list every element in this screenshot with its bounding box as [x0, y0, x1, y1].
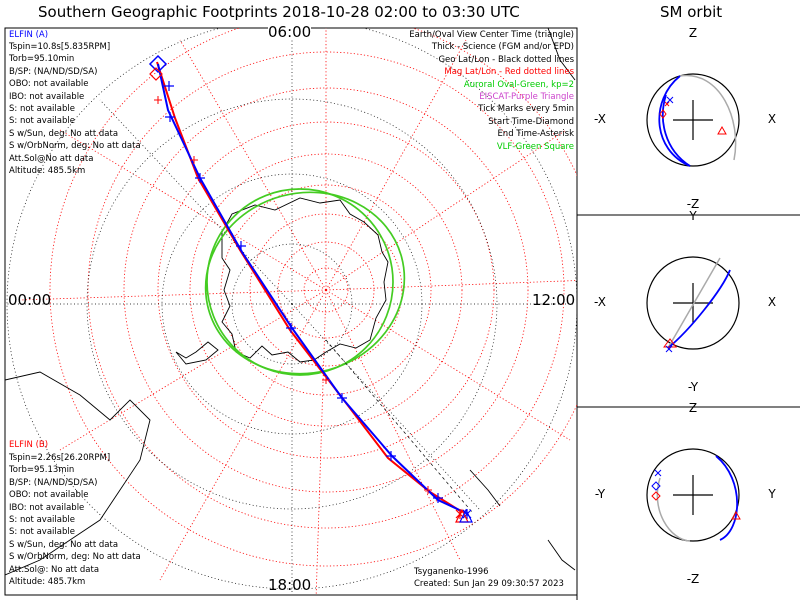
- legend-item: Auroral Oval-Green, kp=2: [463, 79, 574, 90]
- orbit-axis-bottom: -Y: [687, 380, 699, 394]
- plot-title: Southern Geographic Footprints 2018-10-2…: [38, 3, 520, 21]
- elfin-b-info-line: IBO: not available: [9, 502, 85, 513]
- orbit-axis-top: Y: [689, 209, 697, 223]
- legend-item: EISCAT-Purple Triangle: [479, 92, 574, 102]
- hour-label-left: 00:00: [8, 291, 52, 309]
- orbit-axis-right: X: [767, 112, 777, 126]
- orbit-axis-right: Y: [768, 487, 776, 501]
- elfin-a-info-line: S w/Sun, deg: No att data: [9, 128, 119, 139]
- elfin-b-info-line: Torb=95.13min: [9, 465, 75, 476]
- hour-label-right: 12:00: [532, 291, 576, 309]
- elfin-a-info-line: Torb=95.10min: [9, 54, 75, 65]
- orbit-title: SM orbit: [660, 3, 723, 21]
- auroral-oval-outer: [204, 191, 406, 375]
- elfin-b-info-line: Altitude: 485.7km: [9, 577, 86, 587]
- orbit-axis-left: -X: [594, 295, 606, 309]
- center-triangle-a: [459, 508, 473, 523]
- elfin-b-info-line: Tspin=2.26s[26.20RPM]: [9, 453, 111, 463]
- south-america-coastline: [5, 371, 151, 576]
- elfin-b-info-line: B/SP: (NA/ND/SD/SA): [9, 477, 98, 488]
- geo-grid: [5, 28, 577, 595]
- elfin-a-title: ELFIN (A): [9, 30, 49, 40]
- peninsula-coastline: [175, 341, 219, 365]
- elfin-a-info-line: S: not available: [9, 104, 75, 114]
- polar-map: [5, 28, 577, 595]
- orbit-panel-yz: [646, 448, 741, 542]
- legend-item: Start Time-Diamond: [488, 116, 574, 127]
- elfin-b-ticks: [154, 96, 432, 494]
- elfin-b-title: ELFIN (B): [9, 440, 49, 450]
- elfin-a-info-line: B/SP: (NA/ND/SD/SA): [9, 66, 98, 77]
- elfin-a-info-line: IBO: not available: [9, 91, 85, 102]
- hour-label-top: 06:00: [268, 23, 312, 41]
- orbit-axis-right: X: [767, 295, 777, 309]
- start-diamond-a: [148, 54, 168, 74]
- orbit-axis-top: Z: [688, 26, 698, 40]
- legend-item: Tick Marks every 5min: [478, 104, 574, 115]
- legend-item: End Time-Asterisk: [497, 129, 574, 140]
- legend-item: Geo Lat/Lon - Black dotted lines: [438, 54, 574, 65]
- elfin-a-info-line: Att.Sol@No att data: [9, 153, 94, 164]
- created-label: Created: Sun Jan 29 09:30:57 2023: [414, 579, 564, 589]
- coast-fragment-ne: [547, 28, 576, 81]
- elfin-a-ticks: [164, 81, 443, 503]
- elfin-a-info-line: Altitude: 485.5km: [9, 166, 86, 176]
- elfin-a-track: [157, 63, 469, 515]
- center-line: [325, 339, 473, 513]
- elfin-a-info-line: S w/OrbNorm, deg: No att data: [9, 141, 141, 152]
- elfin-b-info-line: Att.Sol@: No att data: [9, 564, 100, 575]
- elfin-b-track: [156, 61, 463, 513]
- elfin-b-info-line: S w/OrbNorm, deg: No att data: [9, 552, 141, 563]
- orbit-panel-xy: [646, 256, 740, 353]
- auroral-oval-inner: [206, 188, 394, 376]
- orbit-axis-bottom: -Z: [686, 572, 700, 586]
- legend-item: Mag Lat/Lon - Red dotted lines: [444, 67, 574, 78]
- elfin-a-info-line: S: not available: [9, 116, 75, 127]
- orbit-panel-xz: [646, 73, 740, 167]
- model-label: Tsyganenko-1996: [414, 567, 489, 577]
- legend-item: Thick - Science (FGM and/or EPD): [431, 42, 574, 53]
- orbit-axis-left: -Y: [594, 487, 606, 501]
- elfin-b-info-line: S: not available: [9, 515, 75, 525]
- coast-fragment-se2: [547, 539, 576, 571]
- elfin-a-info-line: Tspin=10.8s[5.835RPM]: [9, 42, 111, 52]
- legend-item: Earth/Oval View Center Time (triangle): [409, 30, 574, 40]
- legend-item: VLF-Green Square: [496, 141, 574, 152]
- elfin-b-info-line: S: not available: [9, 527, 75, 538]
- orbit-axis-left: -X: [594, 112, 606, 126]
- orbit-axis-top: Z: [688, 401, 698, 415]
- start-diamond-b: [149, 67, 163, 81]
- elfin-a-info-line: OBO: not available: [9, 79, 89, 90]
- hour-label-bottom: 18:00: [268, 576, 312, 594]
- elfin-b-info-line: OBO: not available: [9, 490, 89, 501]
- elfin-b-info-line: S w/Sun, deg: No att data: [9, 539, 119, 550]
- antarctica-coastline: [221, 197, 389, 363]
- orbit-axis-bottom: -Z: [686, 197, 700, 211]
- coast-fragment-se: [469, 469, 501, 507]
